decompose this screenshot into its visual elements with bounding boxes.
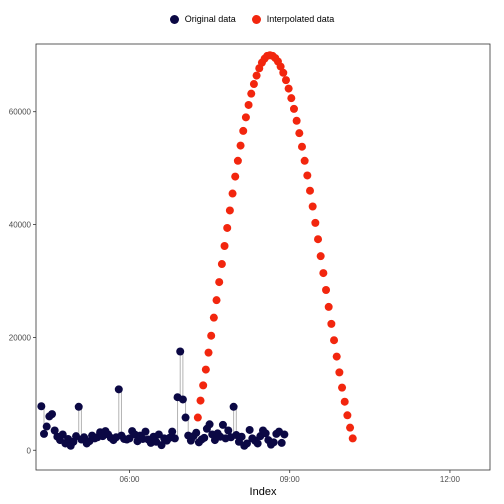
interpolated-data-point: [236, 141, 245, 150]
interpolated-data-point: [281, 76, 290, 85]
legend-label-interpolated: Interpolated data: [266, 14, 335, 24]
original-data-point: [280, 430, 289, 439]
interpolated-data-point: [327, 319, 336, 328]
interpolated-data-point: [332, 352, 341, 361]
x-tick-label: 12:00: [440, 475, 461, 484]
original-data-point: [58, 430, 67, 439]
original-data-point: [218, 420, 227, 429]
x-tick-label: 09:00: [280, 475, 301, 484]
interpolated-data-point: [292, 116, 301, 125]
y-tick-label: 20000: [9, 333, 32, 342]
interpolated-data-point: [239, 126, 248, 135]
legend: Original data Interpolated data: [0, 11, 504, 27]
original-data-point: [192, 428, 201, 437]
x-axis-title: Index: [250, 486, 277, 498]
interpolated-data-point: [209, 313, 218, 322]
y-tick-label: 60000: [9, 108, 32, 117]
interpolated-data-point: [193, 413, 202, 422]
interpolated-data-point: [217, 260, 226, 269]
original-data-point: [40, 429, 49, 438]
interpolated-data-point: [340, 397, 349, 406]
interpolated-data-point: [322, 286, 331, 295]
original-data-point: [176, 347, 185, 356]
interpolated-data-point: [244, 100, 253, 109]
interpolated-data-point: [306, 186, 315, 195]
original-data-point: [74, 402, 83, 411]
y-tick-label: 40000: [9, 221, 32, 230]
original-data-point: [157, 441, 166, 450]
interpolated-data-point: [201, 365, 210, 374]
x-tick-label: 06:00: [119, 475, 140, 484]
interpolated-data-point: [252, 71, 261, 80]
original-data-point: [224, 426, 233, 435]
interpolated-data-point: [335, 368, 344, 377]
original-data-point: [205, 420, 214, 429]
interpolated-data-point: [338, 383, 347, 392]
interpolated-data-point: [276, 62, 285, 71]
original-data-point: [178, 395, 187, 404]
interpolated-data-point: [324, 302, 333, 311]
original-data-point: [114, 385, 123, 394]
original-data-point: [181, 413, 190, 422]
interpolated-data-point: [308, 202, 317, 211]
interpolated-data-point: [300, 156, 309, 165]
interpolated-data-point: [316, 252, 325, 261]
original-data-point: [48, 410, 57, 419]
original-data-point: [261, 429, 270, 438]
interpolated-data-point: [319, 269, 328, 278]
original-data-point: [242, 439, 251, 448]
interpolated-data-point: [212, 296, 221, 305]
chart-marks: [37, 51, 357, 450]
original-data-point: [237, 432, 246, 441]
interpolated-data-point: [223, 223, 232, 232]
interpolated-data-point: [233, 156, 242, 165]
interpolated-data-point: [346, 423, 355, 432]
original-data-point: [170, 434, 179, 443]
legend-item-original: Original data: [169, 14, 236, 24]
interpolated-data-point: [311, 218, 320, 227]
interpolated-data-point: [330, 336, 339, 345]
interpolated-data-point: [228, 189, 237, 198]
interpolated-data-point: [287, 94, 296, 103]
interpolated-data-point: [220, 241, 229, 250]
legend-swatch-interpolated: [251, 14, 261, 24]
interpolated-data-point: [241, 113, 250, 122]
interpolated-data-point: [215, 278, 224, 287]
original-data-point: [253, 439, 262, 448]
interpolated-data-point: [348, 434, 357, 443]
chart-axes: 06:00 09:00 12:00 0 20000 40000 60000: [9, 108, 461, 484]
original-data-point: [229, 402, 238, 411]
original-data-point: [168, 427, 177, 436]
interpolated-data-point: [247, 89, 256, 98]
legend-label-original: Original data: [184, 14, 236, 24]
interpolated-data-point: [303, 171, 312, 180]
interpolated-data-point: [231, 172, 240, 181]
original-data-point: [42, 422, 51, 431]
original-data-point: [277, 438, 286, 447]
interpolated-data-point: [199, 381, 208, 390]
interpolated-data-point: [249, 80, 258, 89]
interpolated-data-point: [284, 84, 293, 93]
interpolated-data-point: [289, 104, 298, 113]
interpolated-data-point: [343, 411, 352, 420]
original-data-point: [245, 425, 254, 434]
interpolated-data-point: [196, 396, 205, 405]
legend-swatch-original: [169, 14, 179, 24]
original-data-point: [37, 402, 46, 411]
interpolated-data-point: [207, 331, 216, 340]
original-data-point: [269, 438, 278, 447]
original-data-point: [141, 427, 150, 436]
original-data-point: [50, 426, 59, 435]
interpolated-data-point: [225, 206, 234, 215]
legend-item-interpolated: Interpolated data: [251, 14, 335, 24]
interpolated-data-point: [279, 68, 288, 77]
plot-panel: [35, 43, 491, 471]
interpolated-data-point: [204, 348, 213, 357]
y-tick-label: 0: [27, 446, 32, 455]
original-data-point: [200, 433, 209, 442]
interpolated-data-point: [297, 142, 306, 151]
interpolated-data-point: [295, 129, 304, 138]
interpolated-data-point: [314, 235, 323, 244]
